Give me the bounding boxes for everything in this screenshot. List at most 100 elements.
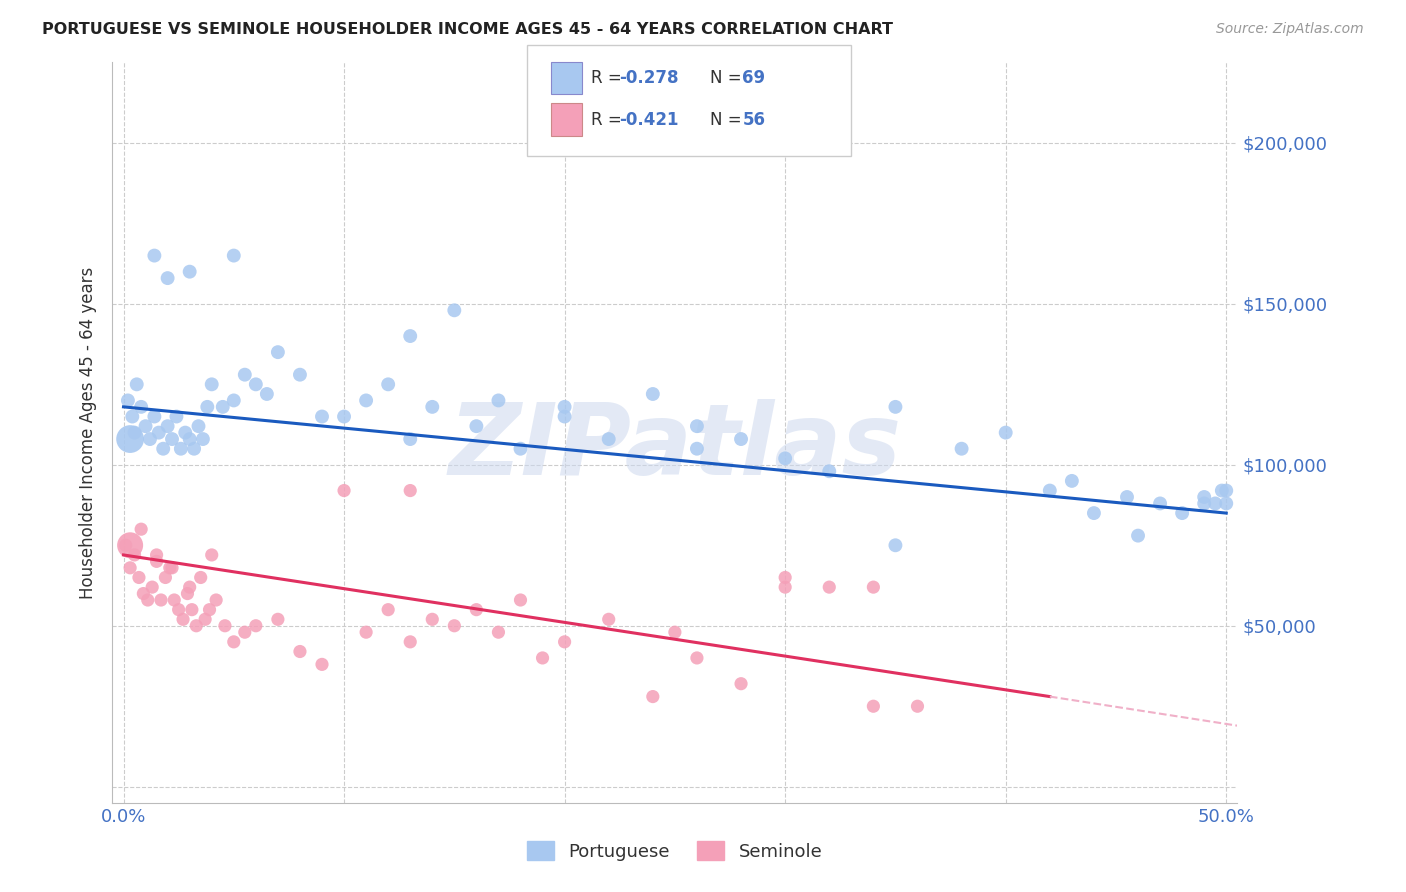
Point — [1083, 506, 1105, 520]
Point — [862, 699, 884, 714]
Point — [195, 400, 218, 414]
Text: PORTUGUESE VS SEMINOLE HOUSEHOLDER INCOME AGES 45 - 64 YEARS CORRELATION CHART: PORTUGUESE VS SEMINOLE HOUSEHOLDER INCOM… — [42, 22, 893, 37]
Point — [443, 619, 465, 633]
Text: Source: ZipAtlas.com: Source: ZipAtlas.com — [1216, 22, 1364, 37]
Point — [179, 432, 201, 446]
Point — [818, 580, 841, 594]
Point — [1215, 496, 1237, 510]
Text: N =: N = — [710, 111, 747, 128]
Point — [187, 419, 209, 434]
Point — [267, 612, 290, 626]
Point — [1192, 496, 1215, 510]
Point — [179, 265, 201, 279]
Point — [114, 538, 136, 552]
Point — [245, 377, 267, 392]
Point — [686, 442, 709, 456]
Point — [399, 635, 422, 649]
Point — [1116, 490, 1139, 504]
Point — [686, 651, 709, 665]
Point — [465, 602, 488, 616]
Point — [205, 593, 228, 607]
Point — [201, 548, 224, 562]
Point — [554, 400, 576, 414]
Point — [1149, 496, 1171, 510]
Point — [143, 249, 166, 263]
Point — [198, 602, 221, 616]
Text: -0.278: -0.278 — [619, 70, 678, 87]
Point — [333, 483, 356, 498]
Point — [1039, 483, 1062, 498]
Point — [180, 602, 202, 616]
Point — [139, 432, 162, 446]
Point — [267, 345, 290, 359]
Point — [179, 580, 201, 594]
Point — [1204, 496, 1226, 510]
Point — [730, 432, 752, 446]
Point — [214, 619, 236, 633]
Text: N =: N = — [710, 70, 747, 87]
Point — [1171, 506, 1194, 520]
Text: R =: R = — [591, 111, 627, 128]
Point — [143, 409, 166, 424]
Point — [288, 368, 311, 382]
Point — [145, 554, 167, 568]
Point — [163, 593, 186, 607]
Point — [1060, 474, 1083, 488]
Point — [686, 419, 709, 434]
Point — [1126, 528, 1149, 542]
Point — [128, 570, 150, 584]
Point — [222, 393, 245, 408]
Point — [399, 483, 422, 498]
Point — [420, 612, 443, 626]
Point — [222, 249, 245, 263]
Text: 56: 56 — [742, 111, 765, 128]
Text: R =: R = — [591, 70, 627, 87]
Point — [884, 538, 907, 552]
Point — [183, 442, 205, 456]
Point — [124, 425, 146, 440]
Text: ZIPatlas: ZIPatlas — [449, 399, 901, 496]
Point — [311, 409, 333, 424]
Point — [120, 561, 142, 575]
Point — [167, 602, 190, 616]
Point — [554, 635, 576, 649]
Point — [172, 612, 194, 626]
Point — [773, 570, 796, 584]
Point — [907, 699, 929, 714]
Point — [598, 432, 620, 446]
Point — [222, 635, 245, 649]
Point — [191, 432, 214, 446]
Point — [136, 593, 159, 607]
Point — [598, 612, 620, 626]
Point — [773, 580, 796, 594]
Point — [211, 400, 233, 414]
Point — [174, 425, 197, 440]
Point — [773, 451, 796, 466]
Text: -0.421: -0.421 — [619, 111, 678, 128]
Point — [120, 432, 142, 446]
Point — [156, 419, 179, 434]
Point — [150, 593, 173, 607]
Point — [509, 593, 531, 607]
Point — [1215, 483, 1237, 498]
Point — [531, 651, 554, 665]
Point — [186, 619, 208, 633]
Point — [120, 538, 142, 552]
Point — [132, 586, 155, 600]
Point — [488, 393, 510, 408]
Y-axis label: Householder Income Ages 45 - 64 years: Householder Income Ages 45 - 64 years — [79, 267, 97, 599]
Point — [420, 400, 443, 414]
Point — [488, 625, 510, 640]
Point — [245, 619, 267, 633]
Point — [399, 432, 422, 446]
Point — [152, 442, 174, 456]
Point — [256, 387, 278, 401]
Point — [148, 425, 170, 440]
Point — [950, 442, 973, 456]
Point — [509, 442, 531, 456]
Point — [354, 625, 377, 640]
Point — [311, 657, 333, 672]
Point — [818, 464, 841, 478]
Point — [233, 625, 256, 640]
Point — [443, 303, 465, 318]
